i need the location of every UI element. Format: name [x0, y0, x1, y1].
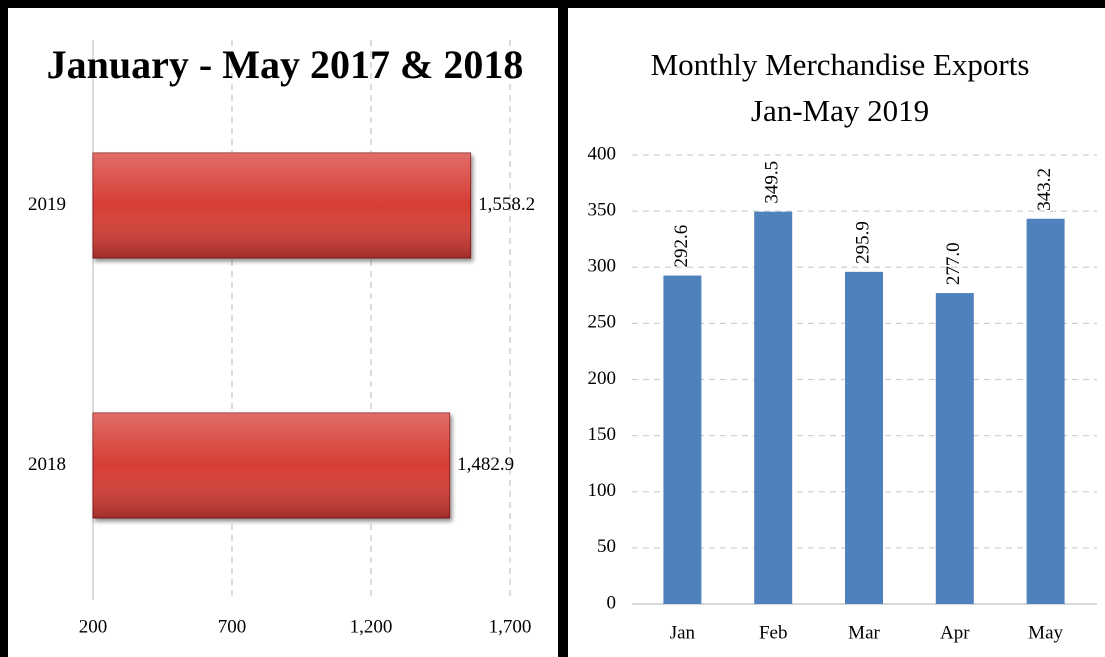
data-label: 292.6 [671, 225, 692, 268]
bar [845, 271, 883, 604]
bar [935, 293, 974, 604]
y-tick-label: 200 [588, 368, 617, 389]
top-border [0, 0, 1105, 8]
x-tick-label: 1,200 [350, 616, 393, 637]
chart-title: Monthly Merchandise Exports Jan-May 2019 [650, 47, 1030, 128]
x-tick-label: 700 [218, 616, 247, 637]
left-border [0, 0, 8, 657]
y-tick-label: 2018 [28, 454, 66, 475]
y-tick-label: 350 [588, 199, 617, 220]
x-tick-label: Jan [670, 622, 696, 643]
data-label: 1,482.9 [457, 454, 514, 475]
bar [663, 275, 702, 604]
y-tick-label: 250 [588, 312, 617, 333]
data-label: 1,558.2 [478, 194, 535, 215]
y-tick-label: 300 [588, 256, 617, 277]
y-tick-label: 0 [607, 592, 617, 613]
y-tick-label: 2019 [28, 194, 66, 215]
x-tick-label: May [1028, 622, 1063, 643]
data-label: 277.0 [943, 242, 964, 285]
divider [558, 0, 568, 657]
x-tick-label: Feb [759, 622, 788, 643]
bar [754, 211, 793, 604]
y-tick-label: 400 [588, 143, 617, 164]
x-tick-label: Mar [848, 622, 880, 643]
y-tick-label: 50 [597, 536, 616, 557]
data-label: 349.5 [762, 161, 783, 204]
bar-shade [93, 413, 450, 518]
chart-title: January - May 2017 & 2018 [46, 42, 524, 87]
x-tick-label: Apr [940, 622, 970, 643]
y-tick-label: 100 [588, 480, 617, 501]
data-label: 343.2 [1034, 168, 1055, 211]
bar-shade [93, 153, 471, 258]
bar [1026, 218, 1065, 604]
data-label: 295.9 [852, 221, 873, 264]
x-tick-label: 200 [79, 616, 108, 637]
y-tick-label: 150 [588, 424, 617, 445]
x-tick-label: 1,700 [489, 616, 532, 637]
